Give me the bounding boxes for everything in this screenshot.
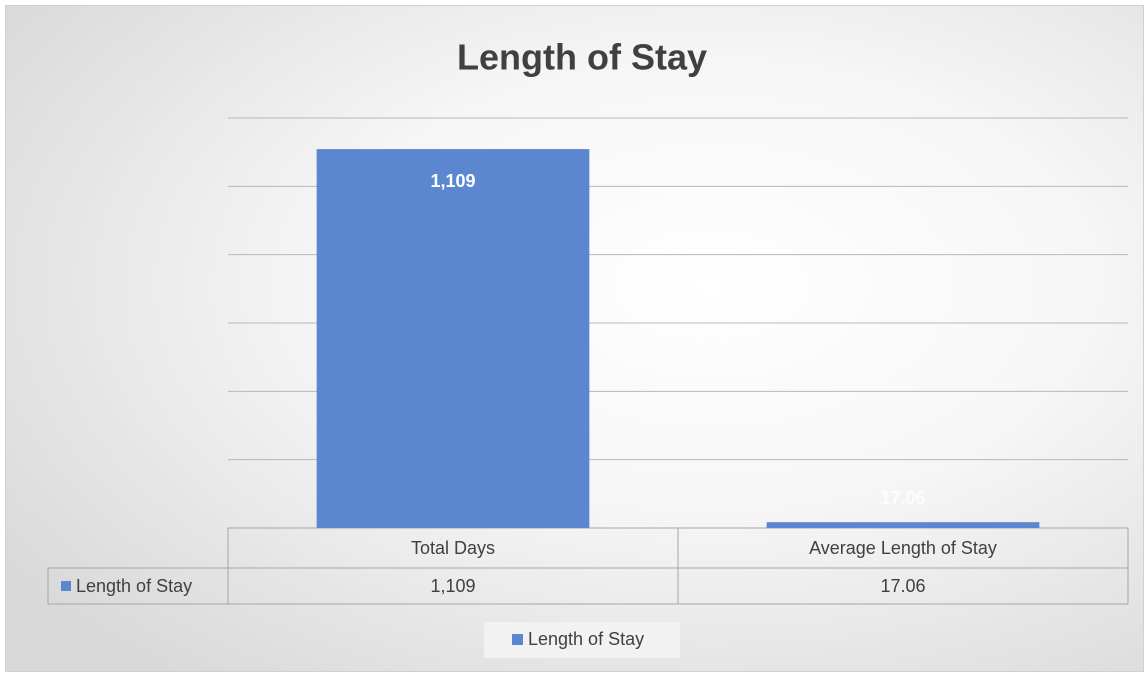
legend-key xyxy=(512,634,523,645)
x-tick-label: Average Length of Stay xyxy=(809,538,997,558)
table-cell: 1,109 xyxy=(430,576,475,596)
data-label: 17.06 xyxy=(880,488,925,508)
x-tick-label: Total Days xyxy=(411,538,495,558)
table-legend-key xyxy=(61,581,71,591)
chart-title: Length of Stay xyxy=(457,37,707,78)
bar xyxy=(766,522,1040,528)
legend-label: Length of Stay xyxy=(528,629,644,649)
bar xyxy=(316,149,590,528)
table-cell: 17.06 xyxy=(880,576,925,596)
data-label: 1,109 xyxy=(430,171,475,191)
table-row-label: Length of Stay xyxy=(76,576,192,596)
